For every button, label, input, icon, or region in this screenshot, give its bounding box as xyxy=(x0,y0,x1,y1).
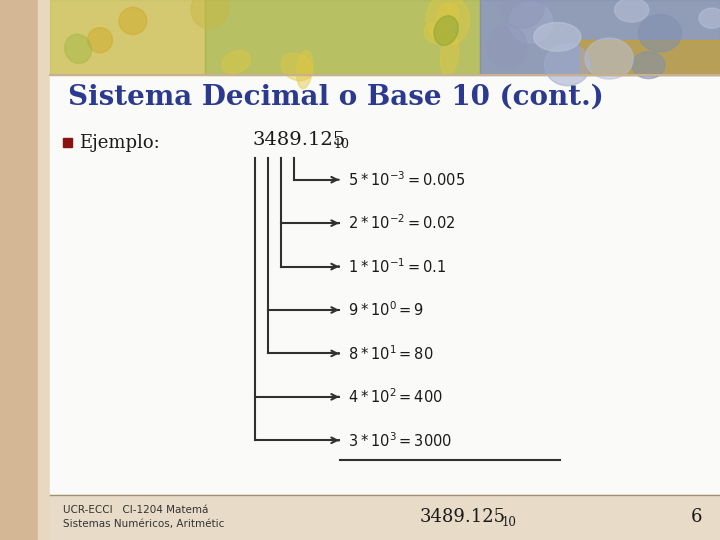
Bar xyxy=(480,0,720,75)
Text: $5*10^{-3} = 0.005$: $5*10^{-3} = 0.005$ xyxy=(348,170,465,189)
Bar xyxy=(38,0,50,540)
Ellipse shape xyxy=(191,0,228,29)
Ellipse shape xyxy=(632,52,665,79)
Ellipse shape xyxy=(281,53,313,81)
Ellipse shape xyxy=(88,28,112,52)
Text: $4*10^{2} = 400$: $4*10^{2} = 400$ xyxy=(348,388,443,406)
Text: $9*10^{0} = 9$: $9*10^{0} = 9$ xyxy=(348,301,424,319)
Ellipse shape xyxy=(699,8,720,28)
Text: 6: 6 xyxy=(691,508,703,526)
Text: UCR-ECCI   CI-1204 Matemá: UCR-ECCI CI-1204 Matemá xyxy=(63,505,208,515)
Text: Sistema Decimal o Base 10 (cont.): Sistema Decimal o Base 10 (cont.) xyxy=(68,84,604,111)
Ellipse shape xyxy=(297,50,312,89)
Ellipse shape xyxy=(615,0,649,22)
Bar xyxy=(63,138,72,147)
Bar xyxy=(480,0,720,75)
Bar xyxy=(50,495,720,540)
Text: $2*10^{-2} = 0.02$: $2*10^{-2} = 0.02$ xyxy=(348,214,456,233)
Bar xyxy=(50,0,205,75)
Ellipse shape xyxy=(544,44,590,86)
Bar xyxy=(205,0,480,75)
Bar xyxy=(205,0,480,75)
Text: 3489.125: 3489.125 xyxy=(420,508,506,526)
Ellipse shape xyxy=(487,25,527,69)
Text: $1*10^{-1} = 0.1$: $1*10^{-1} = 0.1$ xyxy=(348,257,446,276)
Text: 10: 10 xyxy=(333,138,349,152)
Bar xyxy=(0,0,38,540)
Text: Ejemplo:: Ejemplo: xyxy=(79,134,160,152)
Ellipse shape xyxy=(222,51,251,73)
Ellipse shape xyxy=(434,16,458,45)
Text: Sistemas Numéricos, Aritmétic: Sistemas Numéricos, Aritmétic xyxy=(63,519,225,529)
Ellipse shape xyxy=(119,7,147,35)
Ellipse shape xyxy=(585,38,634,79)
Ellipse shape xyxy=(534,23,581,51)
Text: 3489.125: 3489.125 xyxy=(253,131,346,149)
Ellipse shape xyxy=(424,23,450,44)
Text: $3*10^{3} = 3000$: $3*10^{3} = 3000$ xyxy=(348,431,452,450)
Ellipse shape xyxy=(639,15,682,52)
Ellipse shape xyxy=(500,0,544,28)
Text: 10: 10 xyxy=(502,516,517,529)
Ellipse shape xyxy=(441,34,459,76)
Text: $8*10^{1} = 80$: $8*10^{1} = 80$ xyxy=(348,344,433,363)
Bar xyxy=(580,40,720,75)
Ellipse shape xyxy=(426,0,469,45)
Ellipse shape xyxy=(437,3,459,29)
Bar xyxy=(50,0,205,75)
Ellipse shape xyxy=(509,2,552,43)
Ellipse shape xyxy=(65,34,91,63)
